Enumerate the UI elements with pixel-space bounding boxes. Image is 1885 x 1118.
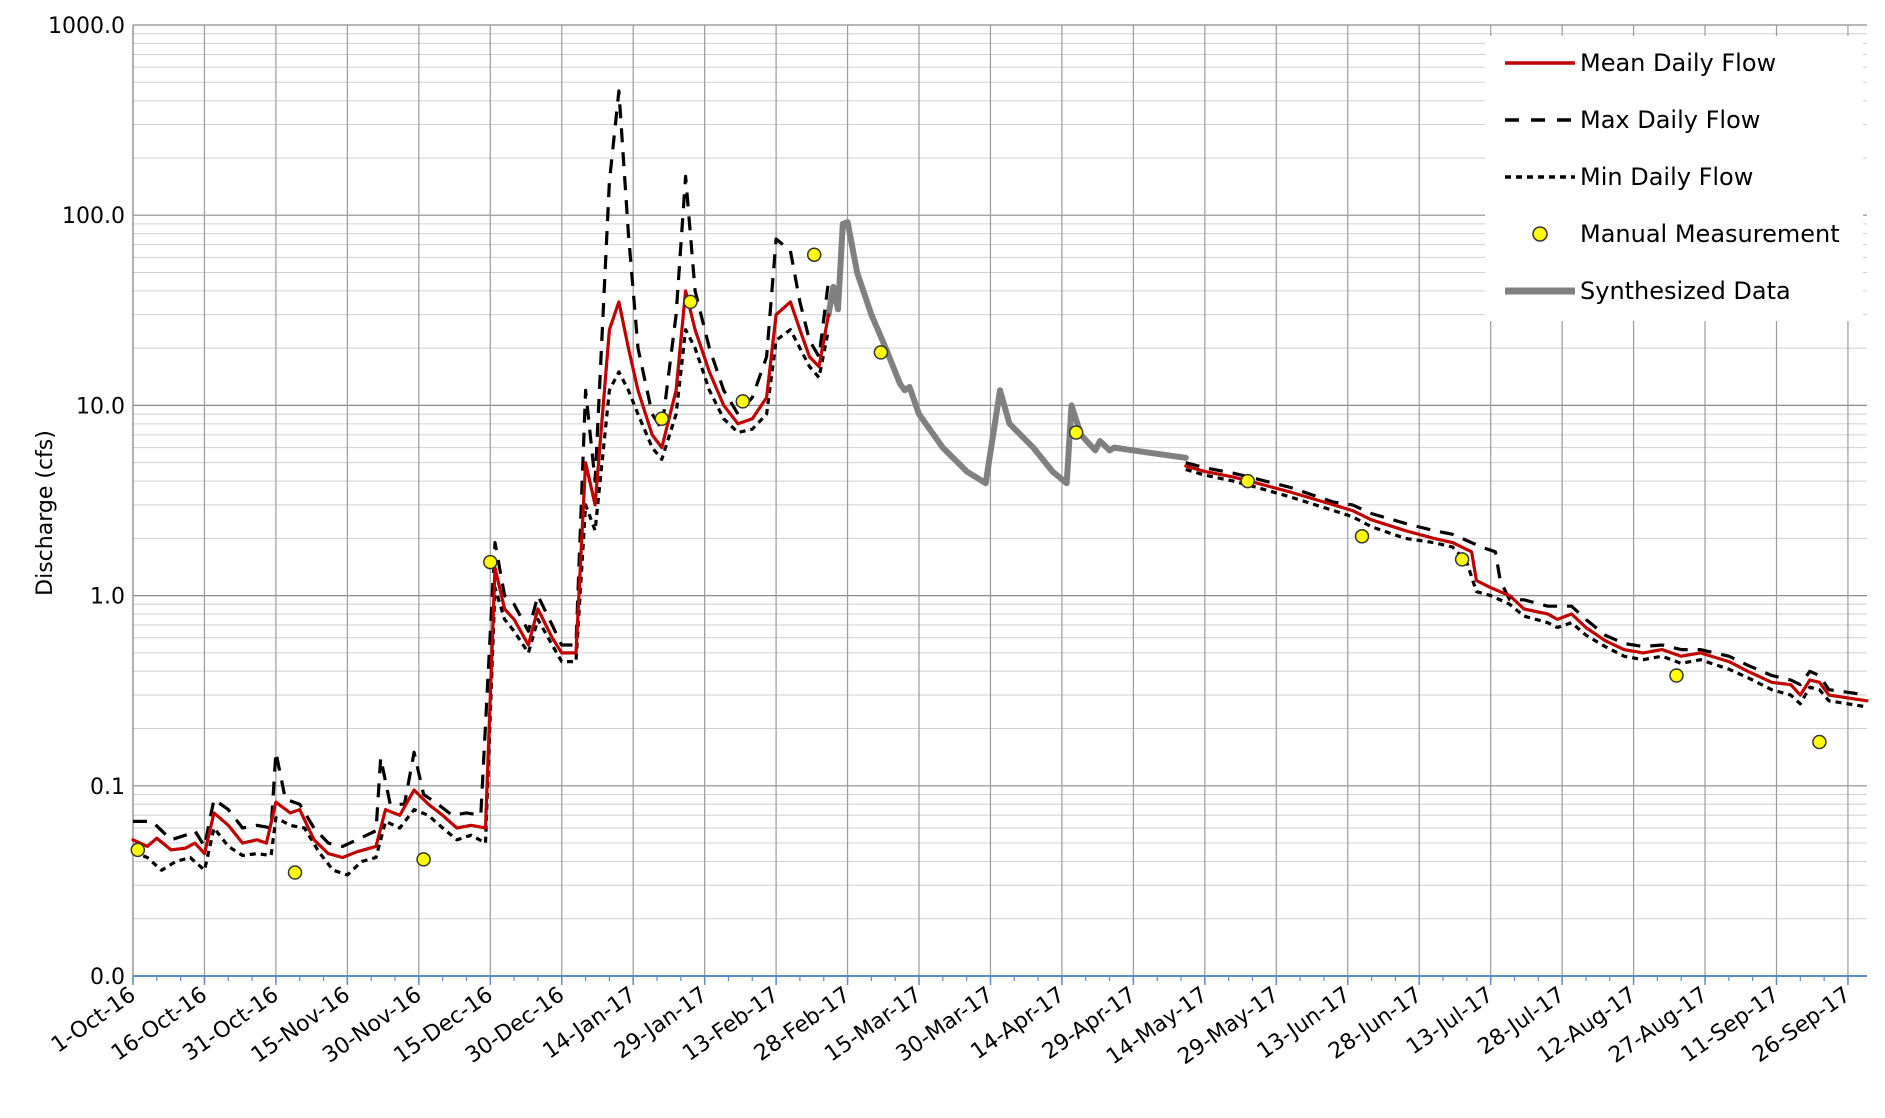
legend-box [1485,36,1863,321]
legend-item-manual: Manual Measurement [1532,220,1840,248]
legend-label-synthesized: Synthesized Data [1580,277,1791,305]
x-tick-labels: 1-Oct-1616-Oct-1631-Oct-1615-Nov-1630-No… [47,982,1855,1070]
y-tick-label: 0.0 [90,965,125,990]
manual-measurement-point [683,294,698,310]
manual-measurement-point [1354,529,1370,544]
manual-measurement-point [483,554,498,570]
legend-item-synthesized: Synthesized Data [1505,277,1791,305]
y-tick-label: 0.1 [90,775,125,800]
legend: Mean Daily Flow Max Daily Flow Min Daily… [1485,36,1863,321]
manual-measurement-point [1669,668,1684,683]
legend-label-max: Max Daily Flow [1580,106,1760,134]
series-layer [131,89,1869,877]
legend-item-min: Min Daily Flow [1505,163,1753,191]
manual-measurement-point [873,345,889,360]
series-min-daily-flow [132,328,831,877]
series-mean-daily-flow [131,289,831,860]
manual-measurement-point [1812,734,1827,750]
series-max-daily-flow-late [1185,461,1868,697]
manual-measurement-point [654,411,670,427]
legend-item-max: Max Daily Flow [1505,106,1760,134]
legend-swatch-manual [1532,226,1548,242]
manual-measurement-point [287,865,303,880]
manual-measurement-point [416,852,431,867]
manual-measurement-point [806,247,822,262]
legend-label-mean: Mean Daily Flow [1580,49,1776,77]
axes [132,25,1867,985]
manual-measurement-point [1068,425,1084,440]
series-mean-daily-flow-late [1184,464,1869,703]
y-tick-label: 10.0 [76,394,125,419]
series-min-daily-flow-late [1185,467,1868,709]
series-max-daily-flow [133,89,831,848]
manual-measurement-point [1240,473,1255,489]
manual-measurement-point [130,842,146,858]
y-tick-labels: 0.0 0.1 1.0 10.0 100.0 1000.0 [48,14,125,990]
manual-measurement-markers [130,247,1827,880]
manual-measurement-point [735,394,751,409]
y-axis-title: Discharge (cfs) [33,430,58,596]
y-tick-label: 1000.0 [48,14,125,39]
legend-label-min: Min Daily Flow [1580,163,1753,191]
y-tick-label: 1.0 [90,585,125,610]
y-tick-label: 100.0 [62,204,125,229]
legend-item-mean: Mean Daily Flow [1505,49,1776,77]
manual-measurement-point [1454,552,1470,567]
series-synthesized-data [825,219,1189,487]
legend-label-manual: Manual Measurement [1580,220,1840,248]
